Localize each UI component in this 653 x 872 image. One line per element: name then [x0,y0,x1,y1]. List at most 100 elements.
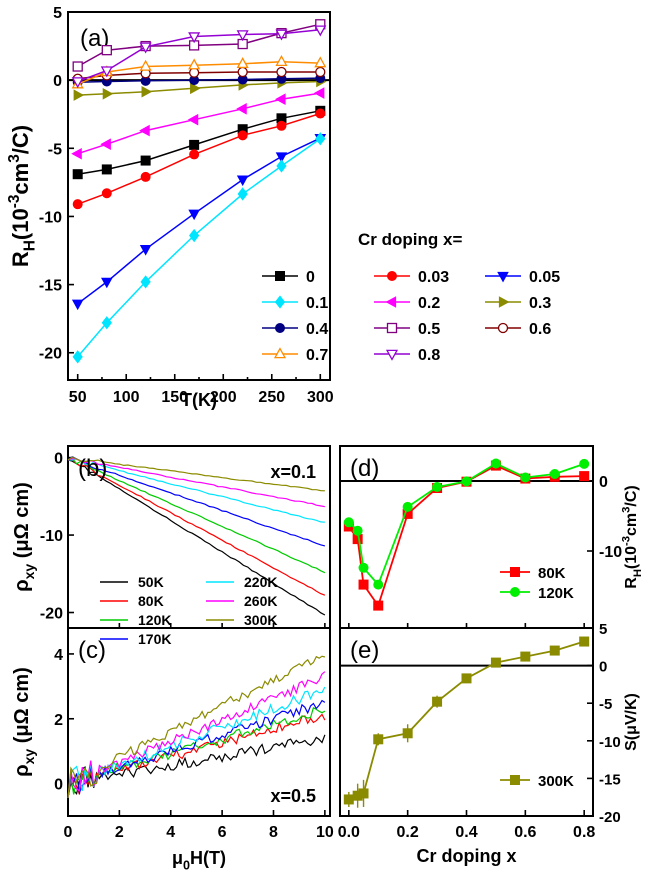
panel-c-frame [67,627,331,817]
panel-d-legend-marker [510,567,520,577]
panel-a-data-point [275,54,288,66]
panel-a-data-point [236,102,247,115]
panel-a-x-axis-label: T(K) [181,390,217,410]
panel-b-series-line [67,458,325,523]
panel-c-x-axis-label: μ0H(T) [172,848,226,872]
panel-a-legend-marker [497,271,509,283]
panel-c-y-axis-label: ρxy (μΩ cm) [11,667,37,777]
panel-a-series-line [77,138,321,358]
panel-b-y-tick-label: -20 [40,606,63,623]
panel-bc-legend-label: 220K [244,574,277,590]
panel-b-series-line [67,456,326,547]
panel-a-legend-marker [275,323,285,333]
panel-a-data-point [140,171,151,182]
panel-d-data-point [358,579,369,590]
panel-a-data-point [315,132,326,146]
panel-a-data-point [100,66,113,78]
panel-e-x-tick-label: 0.6 [514,824,536,841]
panel-bc-legend-label: 120K [138,612,171,628]
panel-a-data-point [314,56,327,68]
panel-a-data-point [237,187,248,201]
panel-a-data-point [100,138,111,151]
panel-a-data-point [139,42,152,54]
panel-e-y-tick-label: -20 [599,809,621,826]
panel-a-data-point [188,67,200,78]
panel-b-series-line [67,459,326,596]
panel-a-legend-marker [498,296,510,308]
panel-a-data-point [236,57,249,69]
panel-a-data-point [275,152,288,163]
panel-e-x-axis-label: Cr doping x [417,846,517,866]
panel-a-data-point [72,61,83,72]
panel-a-y-tick-label: -15 [39,278,62,295]
panel-a-x-tick-label: 150 [161,389,188,406]
panel-e-y-tick-label: 0 [599,659,607,676]
panel-c-series-line [67,699,326,798]
panel-a-data-point [73,89,85,101]
panel-d-data-point [343,517,354,528]
panel-a-data-point [139,245,152,256]
panel-c-series-line [67,671,326,798]
panel-d-data-point [579,471,590,482]
panel-a-data-point [276,120,287,131]
panel-a-data-point [72,169,83,180]
panel-bc-legend-label: 260K [244,593,277,609]
panel-d-data-point [461,476,472,487]
panel-a-data-point [315,66,326,78]
panel-a-data-point [141,85,153,98]
panel-a-legend-label: 0.05 [529,269,560,286]
panel-e-x-tick-label: 0.2 [397,824,419,841]
panel-c-y-tick-label: 0 [54,777,63,794]
panel-a-legend-label: 0.4 [306,321,328,338]
panel-a-legend-label: 0.8 [418,347,440,364]
panel-a-legend-label: 0 [306,269,315,286]
panel-c-annotation: x=0.5 [270,786,316,806]
panel-a-legend-title: Cr doping x= [358,230,462,249]
panel-a-x-tick-label: 300 [307,389,334,406]
panel-e-data-point [343,794,354,805]
panel-a-x-tick-label: 200 [210,389,237,406]
panel-d-y-tick-label: -10 [599,544,622,561]
panel-bc-legend-label: 80K [138,593,164,609]
panel-a-data-point [71,147,82,160]
panel-b-y-axis-label: ρxy (μΩ cm) [11,482,37,592]
panel-d-y-axis-label: RH(10-3cm3/C) [621,485,644,588]
panel-a-data-point [101,45,112,56]
panel-a-data-point [189,149,200,160]
panel-b-annotation: x=0.1 [270,462,316,482]
panel-c-y-tick-label: 2 [54,712,63,729]
panel-e-x-tick-label: 0.0 [338,824,360,841]
panel-e-data-point [373,734,384,745]
panel-e-data-point [461,673,472,684]
panel-a-data-point [275,29,288,41]
panel-d-data-point [358,562,369,573]
panel-a-data-point [236,30,249,42]
panel-c-x-tick-label: 2 [115,824,124,841]
panel-bc-legend-label: 50K [138,574,164,590]
panel-a-legend-marker [385,349,399,361]
panel-a-legend-marker [386,322,398,334]
panel-a-data-point [72,199,83,210]
panel-a-data-point [237,130,248,141]
panel-a-y-tick-label: -10 [39,209,62,226]
panel-d-data-point [549,469,560,479]
panel-bc-legend-label: 170K [138,631,171,647]
panel-a-data-point [187,113,199,126]
panel-e-y-axis-label: S(μV/K) [623,693,640,751]
panel-a-legend-label: 0.3 [529,295,551,312]
panel-c-x-tick-label: 0 [64,824,73,841]
panel-d-data-point [352,525,363,536]
panel-d-data-point [373,579,384,590]
panel-e-y-tick-label: -5 [599,696,612,713]
panel-e-data-point [432,696,443,707]
panel-c-series-line [67,686,326,798]
panel-a-data-point [237,66,248,78]
panel-a-data-point [140,275,151,289]
panel-e-data-point [579,636,590,647]
panel-a-y-tick-label: -5 [48,141,62,158]
panel-a-legend-marker [275,271,285,281]
panel-c-x-tick-label: 6 [218,824,227,841]
panel-d-data-point [490,458,501,469]
panel-a-legend-label: 0.7 [306,347,328,364]
panel-e-data-point [520,651,531,662]
